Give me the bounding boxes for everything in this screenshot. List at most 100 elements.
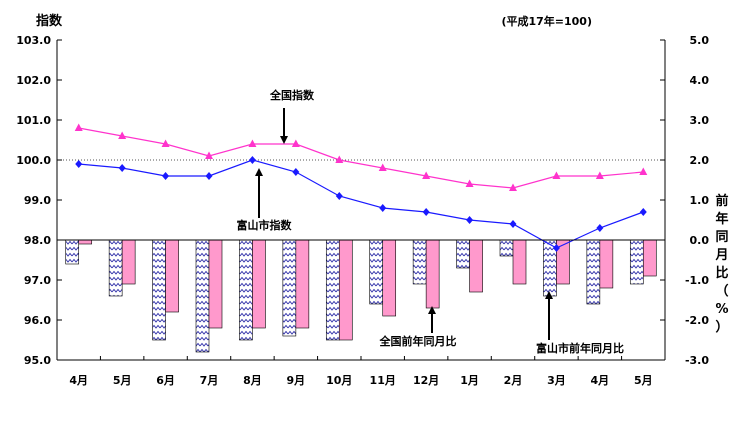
right-axis-title-char: （ (715, 283, 728, 299)
national-index-point (248, 139, 257, 147)
toyama-index-point (75, 160, 83, 168)
x-tick-label: 1月 (460, 374, 479, 387)
right-axis-title-char: ） (715, 319, 728, 335)
national-yoy-bar (469, 239, 483, 293)
annotation-arrow-head (545, 291, 553, 299)
toyama-yoy-bar (456, 239, 470, 269)
toyama-index-point (509, 220, 517, 228)
x-tick-label: 7月 (200, 374, 219, 387)
toyama-index-point (162, 172, 170, 180)
toyama-index-point (379, 204, 387, 212)
annotation-label: 富山市指数 (237, 218, 293, 232)
annotation-label: 全国指数 (269, 88, 315, 102)
left-tick-label: 102.0 (16, 74, 51, 87)
national-index-point (639, 167, 648, 175)
x-tick-label: 5月 (634, 374, 653, 387)
x-tick-label: 4月 (591, 374, 610, 387)
toyama-yoy-bar (282, 239, 297, 337)
right-tick-label: 3.0 (690, 114, 710, 127)
right-tick-label: 2.0 (690, 154, 710, 167)
national-index-point (118, 131, 127, 139)
toyama-yoy-bar (65, 239, 80, 265)
left-tick-label: 96.0 (24, 314, 51, 327)
national-yoy-bar (512, 239, 527, 285)
left-tick-label: 95.0 (24, 354, 51, 367)
right-tick-label: -3.0 (685, 354, 709, 367)
left-axis-title: 指数 (36, 13, 63, 29)
right-axis-title-char: 前 (715, 193, 728, 209)
x-tick-label: 2月 (504, 374, 523, 387)
toyama-yoy-bar (108, 239, 123, 297)
toyama-index-point (596, 224, 604, 232)
toyama-yoy-bar (629, 239, 644, 285)
right-axis-title-char: 年 (715, 211, 728, 227)
right-axis-title-char: 比 (715, 265, 728, 281)
toyama-yoy-bar (412, 239, 427, 285)
national-index-line (78, 127, 644, 189)
right-tick-label: 1.0 (690, 194, 710, 207)
right-tick-label: -2.0 (685, 314, 709, 327)
national-index-point (595, 171, 604, 179)
toyama-index-point (466, 216, 474, 224)
national-yoy-bar (208, 239, 223, 329)
toyama-index-point (118, 164, 126, 172)
x-tick-label: 12月 (413, 374, 439, 387)
x-tick-label: 5月 (113, 374, 132, 387)
national-index-point (74, 123, 83, 131)
annotation-label: 富山市前年同月比 (536, 341, 624, 355)
x-tick-label: 6月 (156, 374, 175, 387)
x-tick-label: 4月 (69, 374, 88, 387)
national-index-point (509, 183, 517, 191)
x-tick-label: 10月 (326, 374, 352, 387)
national-yoy-bar (252, 239, 266, 329)
national-index-point (465, 179, 474, 187)
toyama-yoy-bar (586, 239, 601, 305)
national-index-point (335, 155, 344, 163)
x-tick-label: 11月 (370, 374, 396, 387)
left-tick-label: 97.0 (24, 274, 51, 287)
right-tick-label: -1.0 (685, 274, 709, 287)
left-tick-label: 98.0 (24, 234, 51, 247)
national-yoy-bar (165, 239, 179, 313)
left-tick-label: 99.0 (24, 194, 51, 207)
national-index-point (422, 171, 431, 179)
right-tick-label: 5.0 (690, 34, 710, 47)
national-yoy-bar (78, 239, 93, 245)
x-tick-label: 9月 (287, 374, 306, 387)
right-axis-title-char: 同 (715, 230, 728, 245)
toyama-yoy-bar (499, 239, 514, 257)
toyama-yoy-bar (369, 239, 384, 305)
national-index-point (552, 171, 561, 179)
left-tick-label: 100.0 (16, 154, 51, 167)
right-tick-label: 0.0 (690, 234, 710, 247)
toyama-index-point (552, 244, 560, 252)
national-yoy-bar (295, 239, 310, 329)
toyama-index-point (292, 168, 300, 176)
toyama-yoy-bar (239, 239, 253, 341)
left-tick-label: 103.0 (16, 34, 51, 47)
toyama-index-line (78, 159, 644, 249)
x-tick-label: 3月 (547, 374, 566, 387)
toyama-index-point (639, 208, 647, 216)
national-yoy-bar (121, 239, 136, 285)
toyama-index-point (248, 156, 256, 164)
national-yoy-bar (599, 239, 614, 289)
toyama-yoy-bar (152, 239, 166, 341)
right-tick-label: 4.0 (690, 74, 710, 87)
annotation-arrow-head (280, 136, 288, 144)
national-yoy-bar (425, 239, 440, 309)
national-yoy-bar (382, 239, 397, 317)
toyama-index-point (335, 192, 343, 200)
right-axis-title-char: % (715, 302, 728, 317)
annotation-label: 全国前年同月比 (379, 334, 457, 348)
national-index-point (291, 139, 300, 147)
annotation-arrow-head (428, 306, 436, 314)
national-index-point (205, 151, 213, 159)
national-yoy-bar (642, 239, 657, 277)
annotation-arrow-head (255, 168, 263, 176)
toyama-index-point (422, 208, 430, 216)
left-tick-label: 101.0 (16, 114, 51, 127)
national-yoy-bar (338, 239, 353, 341)
